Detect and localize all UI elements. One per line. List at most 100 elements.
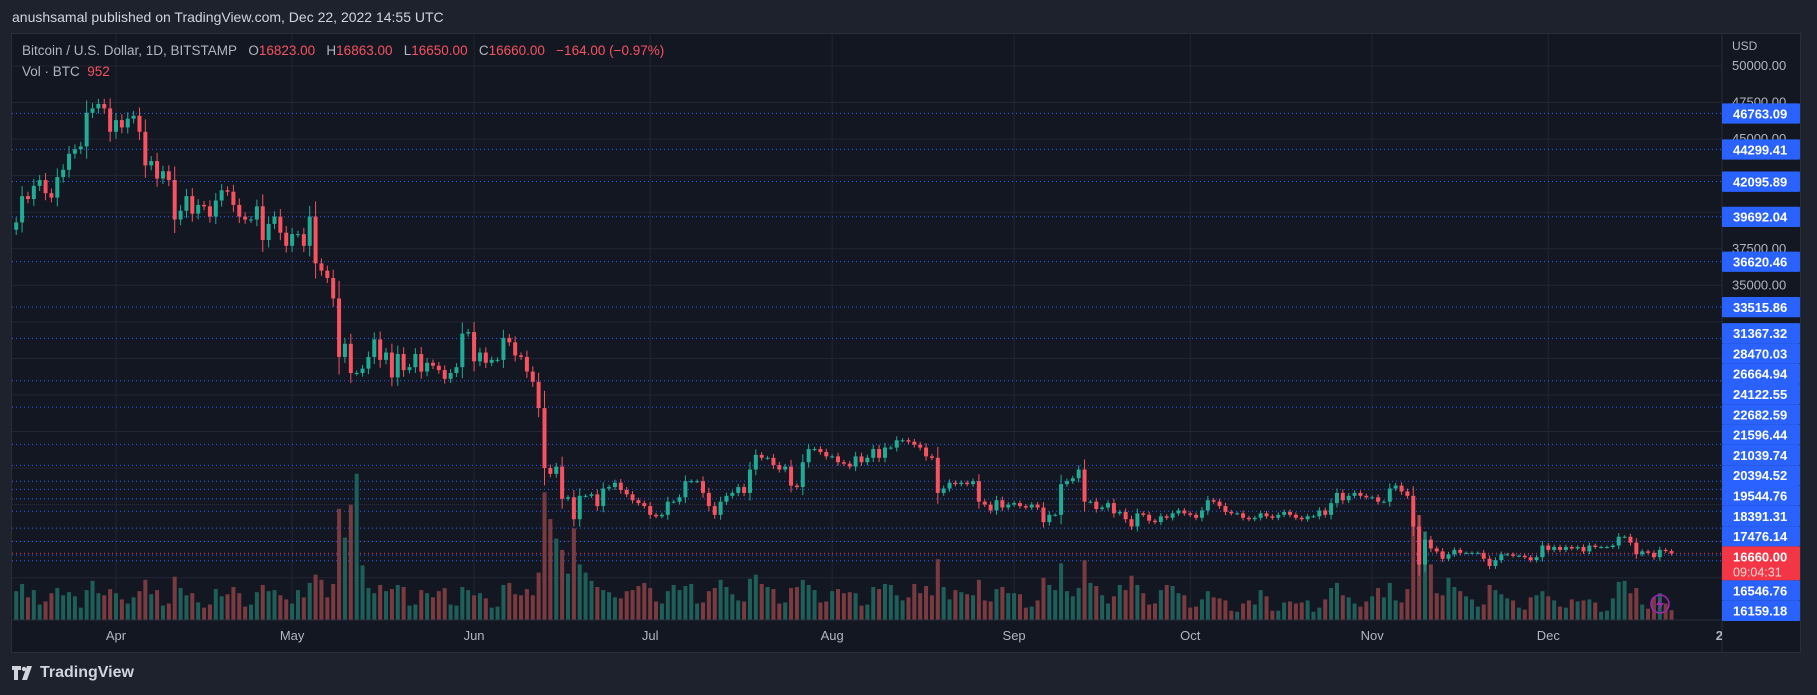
candle-body (477, 352, 482, 362)
volume-bar (72, 596, 77, 620)
volume-bar (783, 602, 788, 620)
volume-bar (882, 583, 887, 620)
candle-body (1012, 503, 1017, 505)
volume-bar (1299, 602, 1304, 620)
volume-bar (25, 597, 30, 620)
volume-bar (1610, 598, 1615, 620)
volume-bar (20, 583, 25, 620)
candle-body (37, 180, 42, 186)
volume-bar (166, 603, 171, 620)
volume-bar (947, 599, 952, 620)
volume-bar (407, 605, 412, 620)
candle-body (618, 482, 623, 490)
candle-body (577, 495, 582, 520)
candle-body (677, 497, 682, 502)
candle-body (924, 447, 929, 457)
volume-bar (313, 574, 318, 620)
candle-body (783, 466, 788, 470)
volume-bar (436, 591, 441, 620)
candle-body (1646, 551, 1651, 553)
candle-body (841, 462, 846, 464)
level-price-label: 46763.09 (1733, 106, 1787, 121)
candle-body (119, 120, 124, 128)
candle-body (1135, 513, 1140, 527)
candle-body (659, 514, 664, 517)
candle-body (1299, 517, 1304, 520)
volume-bar (565, 573, 570, 620)
candle-body (1264, 513, 1269, 517)
volume-bar (1546, 596, 1551, 620)
lightning-icon[interactable] (1650, 594, 1670, 614)
candle-body (1106, 503, 1111, 508)
chart-panel[interactable] (11, 33, 1801, 653)
candle-body (1446, 554, 1451, 559)
candle-body (1452, 549, 1457, 555)
candle-body (800, 462, 805, 488)
candle-body (988, 504, 993, 511)
candle-body (583, 495, 588, 497)
tradingview-logo[interactable]: TradingView (12, 664, 134, 682)
volume-bar (1311, 611, 1316, 620)
volume-bar (683, 586, 688, 620)
candle-body (1311, 516, 1316, 518)
volume-label[interactable]: Vol · BTC (22, 64, 80, 79)
volume-bar (830, 591, 835, 620)
candle-body (90, 108, 95, 113)
candle-body (1558, 546, 1563, 550)
volume-bar (935, 559, 940, 620)
volume-bar (554, 538, 559, 620)
level-price-badge (1722, 251, 1800, 272)
volume-bar (102, 595, 107, 620)
candle-body (1182, 510, 1187, 514)
volume-bar (1464, 596, 1469, 620)
candle-body (1428, 539, 1433, 549)
volume-bar (924, 586, 929, 620)
x-tick-label: Oct (1180, 628, 1201, 643)
volume-bar (1358, 606, 1363, 620)
volume-bar (571, 528, 576, 620)
candle-body (419, 354, 424, 372)
currency-label: USD (1732, 39, 1758, 53)
volume-bar (1575, 601, 1580, 620)
level-price-badge (1722, 323, 1800, 344)
candle-body (554, 466, 559, 474)
volume-bar (659, 603, 664, 620)
candle-body (1563, 546, 1568, 550)
volume-bar (765, 587, 770, 620)
candle-body (1376, 497, 1381, 502)
volume-bar (90, 580, 95, 620)
candle-body (430, 362, 435, 366)
x-tick-label: Nov (1361, 628, 1385, 643)
candle-body (818, 449, 823, 452)
candle-body (472, 332, 477, 362)
volume-bar (806, 584, 811, 620)
volume-bar (1317, 607, 1322, 620)
volume-bar (513, 594, 518, 620)
volume-bar (378, 584, 383, 620)
volume-bar (155, 590, 160, 620)
volume-bar (1170, 586, 1175, 620)
volume-bar (536, 572, 541, 620)
candle-body (1352, 492, 1357, 496)
candle-body (1505, 554, 1510, 556)
candle-body (689, 481, 694, 483)
symbol-name[interactable]: Bitcoin / U.S. Dollar, 1D, BITSTAMP (22, 43, 238, 58)
candle-body (378, 339, 383, 360)
candle-body (348, 343, 353, 374)
candle-body (1082, 469, 1087, 502)
volume-bar (1552, 600, 1557, 620)
volume-bar (1540, 591, 1545, 620)
level-price-label: 44299.41 (1733, 142, 1787, 157)
candle-body (882, 447, 887, 458)
volume-bar (1264, 596, 1269, 620)
candle-body (31, 185, 36, 200)
candle-body (149, 161, 154, 166)
candle-body (1381, 501, 1386, 503)
volume-bar (254, 592, 259, 620)
candle-body (1000, 500, 1005, 508)
candle-body (789, 466, 794, 486)
candle-body (1458, 549, 1463, 553)
volume-bar (1628, 593, 1633, 620)
candle-body (953, 482, 958, 485)
